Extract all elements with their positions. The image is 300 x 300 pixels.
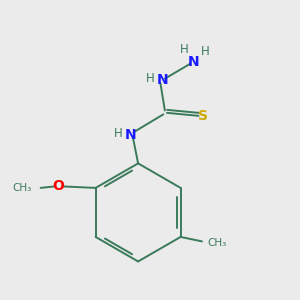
Text: H: H xyxy=(201,44,210,58)
Text: O: O xyxy=(52,179,64,194)
Text: CH₃: CH₃ xyxy=(207,238,226,248)
Text: N: N xyxy=(124,128,136,142)
Text: H: H xyxy=(146,72,155,85)
Text: H: H xyxy=(114,128,123,140)
Text: N: N xyxy=(157,73,168,87)
Text: H: H xyxy=(180,43,189,56)
Text: S: S xyxy=(198,109,208,123)
Text: CH₃: CH₃ xyxy=(13,183,32,193)
Text: N: N xyxy=(187,55,199,69)
